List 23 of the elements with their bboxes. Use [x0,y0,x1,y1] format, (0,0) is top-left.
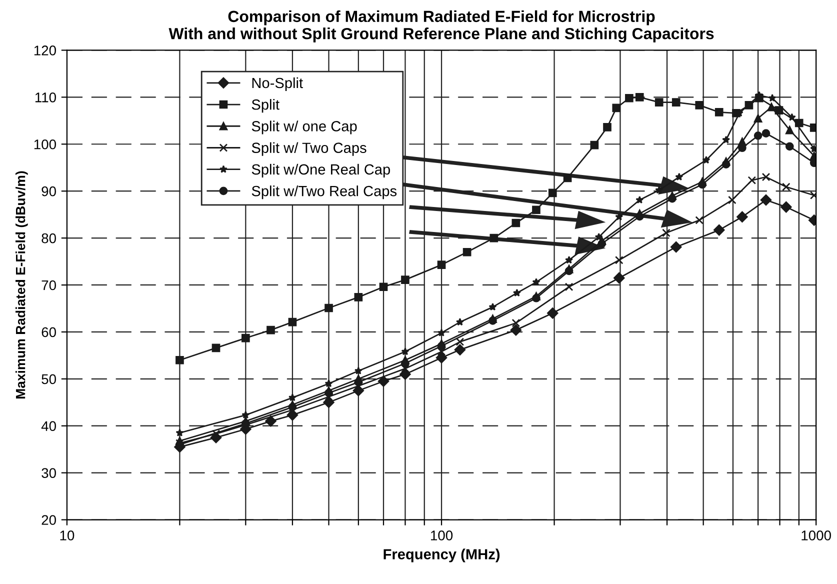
legend-label: Split w/One Real Cap [252,164,390,178]
y-tick-label: 70 [42,280,56,290]
legend-label: Split [252,99,280,113]
legend-label: Split w/ one Cap [252,120,357,134]
legend-label: No-Split [252,77,303,92]
chart-title: Comparison of Maximum Radiated E-Field for Microstrip With and without Split Ground Reference Plane and Stiching Capacitors [168,10,714,42]
x-tick-label: 1000 [802,530,831,540]
legend-label: Split w/ Two Caps [252,142,366,156]
y-tick-label: 120 [34,46,56,56]
y-tick-label: 110 [35,92,56,102]
y-axis-title: Maximum Radiated E-Field (dBuv/m) [16,171,28,398]
y-tick-label: 50 [42,374,56,384]
y-tick-label: 30 [42,468,56,478]
y-tick-label: 80 [42,233,56,244]
x-tick-label: 10 [60,530,74,540]
x-tick-label: 100 [430,530,453,540]
y-tick-label: 40 [41,421,56,432]
y-tick-label: 90 [42,186,56,196]
y-tick-label: 60 [42,327,56,338]
y-tick-label: 100 [34,139,56,150]
y-tick-label: 20 [42,515,56,525]
x-axis-title: Frequency (MHz) [384,548,500,562]
legend-label: Split w/Two Real Caps [252,186,397,200]
